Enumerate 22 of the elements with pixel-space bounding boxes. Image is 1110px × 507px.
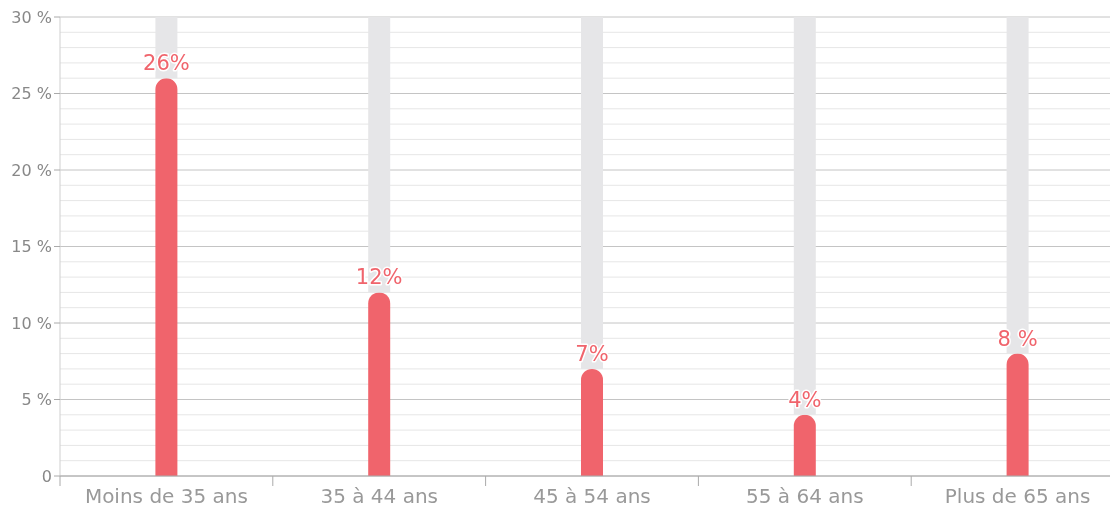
y-tick-label: 5 %: [21, 390, 52, 410]
x-tick-label: 55 à 64 ans: [746, 484, 864, 507]
data-label: 8 %: [997, 326, 1038, 351]
y-tick-label: 0: [41, 466, 52, 486]
data-label: 12%: [355, 265, 403, 290]
data-label: 26%: [143, 51, 190, 76]
y-tick-label: 15 %: [11, 237, 52, 257]
y-tick-label: 20 %: [11, 160, 52, 180]
bar: [793, 414, 816, 476]
y-tick-label: 30 %: [11, 7, 52, 27]
x-tick-label: Moins de 35 ans: [84, 484, 248, 507]
bar: [581, 368, 603, 476]
x-tick-label: 45 à 54 ans: [533, 484, 651, 507]
x-tick-label: Plus de 65 ans: [944, 484, 1091, 507]
bar: [368, 292, 391, 476]
y-tick-label: 10 %: [11, 313, 52, 333]
x-tick-label: 35 à 44 ans: [320, 484, 438, 507]
data-label: 4%: [788, 387, 822, 412]
bar: [1006, 353, 1029, 476]
bar: [155, 78, 178, 476]
y-tick-label: 25 %: [11, 84, 52, 104]
data-label: 7%: [575, 341, 609, 366]
